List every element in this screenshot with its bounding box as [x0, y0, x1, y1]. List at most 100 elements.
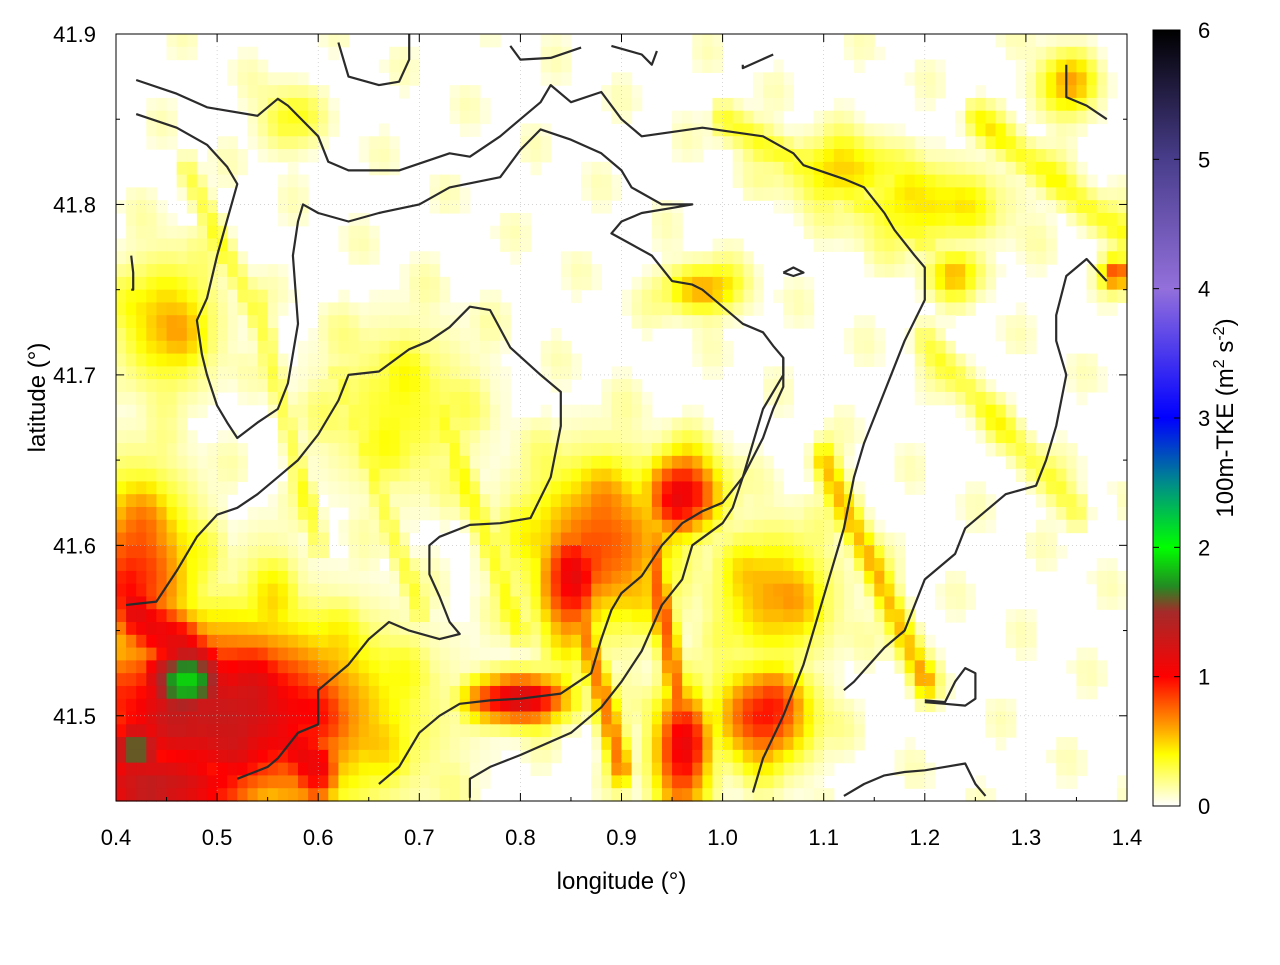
heatmap-cell [692, 328, 703, 342]
heatmap-cell [469, 481, 481, 495]
heatmap-cell [237, 698, 249, 713]
heatmap-cell [854, 123, 865, 137]
heatmap-cell [459, 391, 471, 406]
heatmap-cell [641, 685, 653, 700]
heatmap-cell [722, 711, 734, 725]
heatmap-cell [348, 404, 360, 419]
heatmap-cell [823, 417, 835, 431]
heatmap-cell [267, 558, 279, 572]
heatmap-cell [237, 775, 249, 789]
heatmap-cell [500, 468, 511, 483]
heatmap-cell [1005, 340, 1017, 355]
heatmap-cell [368, 315, 380, 329]
heatmap-cell [419, 276, 431, 291]
heatmap-cell [227, 519, 238, 534]
heatmap-cell [884, 545, 896, 559]
heatmap-cell [318, 455, 329, 470]
heatmap-cell [247, 673, 259, 687]
heatmap-cell [661, 698, 673, 713]
heatmap-cell [217, 136, 228, 150]
heatmap-cell [500, 724, 511, 738]
heatmap-cell [985, 174, 997, 188]
heatmap-cell [469, 596, 481, 610]
y-axis-label: latitude (°) [24, 343, 51, 453]
heatmap-cell [429, 481, 441, 495]
heatmap-cell [186, 545, 198, 559]
heatmap-cell [874, 46, 885, 61]
heatmap-cell [581, 187, 592, 201]
heatmap-cell [591, 481, 602, 495]
heatmap-cell [763, 673, 774, 687]
heatmap-cell [742, 647, 754, 661]
heatmap-cell [479, 430, 491, 444]
heatmap-cell [894, 532, 906, 546]
heatmap-cell [156, 634, 168, 649]
heatmap-cell [358, 519, 370, 534]
heatmap-cell [530, 161, 542, 176]
heatmap-cell [1025, 340, 1037, 355]
heatmap-cell [803, 136, 815, 150]
heatmap-cell [267, 685, 279, 700]
heatmap-cell [631, 558, 643, 572]
heatmap-cell [287, 647, 299, 661]
heatmap-cell [116, 545, 127, 559]
heatmap-cell [520, 212, 532, 227]
heatmap-cell [864, 545, 875, 559]
heatmap-cell [763, 366, 774, 380]
heatmap-cell [348, 711, 360, 725]
heatmap-cell [550, 519, 562, 534]
heatmap-cell [267, 583, 279, 598]
heatmap-cell [146, 647, 158, 661]
heatmap-cell [560, 685, 572, 700]
heatmap-cell [1046, 481, 1057, 495]
heatmap-cell [1086, 276, 1098, 291]
heatmap-cell [206, 340, 218, 355]
heatmap-cell [530, 455, 542, 470]
heatmap-cell [409, 315, 420, 329]
heatmap-cell [358, 315, 370, 329]
heatmap-cell [631, 737, 643, 751]
heatmap-cell [934, 583, 946, 598]
heatmap-cell [1066, 749, 1078, 764]
heatmap-cell [156, 749, 168, 764]
heatmap-cell [378, 583, 390, 598]
heatmap-cell [975, 149, 987, 163]
heatmap-cell [601, 468, 612, 483]
heatmap-cell [287, 519, 299, 534]
heatmap-cell [975, 775, 987, 789]
heatmap-cell [237, 328, 249, 342]
heatmap-cell [146, 609, 158, 623]
heatmap-cell [924, 328, 936, 342]
heatmap-cell [206, 545, 218, 559]
heatmap-cell [308, 558, 319, 572]
heatmap-cell [459, 443, 471, 457]
heatmap-cell [429, 583, 441, 598]
heatmap-cell [176, 353, 188, 367]
heatmap-cell [217, 532, 228, 546]
heatmap-cell [914, 315, 926, 329]
heatmap-cell [823, 749, 835, 764]
heatmap-cell [742, 174, 754, 188]
heatmap-cell [692, 149, 703, 163]
heatmap-cell [227, 545, 238, 559]
heatmap-cell [550, 353, 562, 367]
heatmap-cell [479, 609, 491, 623]
heatmap-cell [1096, 72, 1108, 86]
heatmap-cell [368, 775, 380, 789]
heatmap-cell [126, 340, 137, 355]
heatmap-cell [469, 391, 481, 406]
heatmap-cell [732, 711, 744, 725]
heatmap-cell [348, 762, 360, 777]
heatmap-cell [702, 417, 714, 431]
heatmap-cell [247, 558, 259, 572]
heatmap-cell [864, 174, 875, 188]
heatmap-cell [196, 519, 208, 534]
heatmap-cell [540, 609, 552, 623]
heatmap-cell [287, 468, 299, 483]
heatmap-cell [1015, 212, 1027, 227]
heatmap-cell [368, 430, 380, 444]
heatmap-cell [975, 788, 987, 802]
heatmap-cell [884, 570, 896, 585]
heatmap-cell [469, 379, 481, 393]
heatmap-cell [510, 673, 521, 687]
